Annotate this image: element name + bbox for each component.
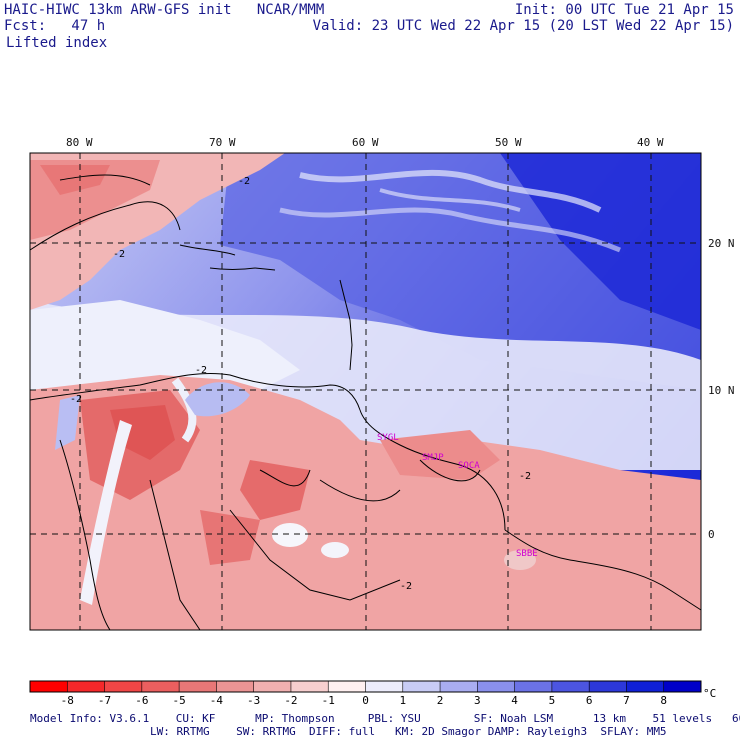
init-time: Init: 00 UTC Tue 21 Apr 15: [514, 2, 734, 18]
colorbar-tick-label: -7: [98, 694, 111, 707]
colorbar-swatch: [253, 681, 292, 692]
lon-label-50w: 50 W: [495, 136, 522, 149]
colorbar-swatch: [626, 681, 665, 692]
map-frame: [29, 152, 702, 631]
colorbar: -8 -7 -6 -5 -4 -3 -2 -1 0 1 2 3 4 5 6 7 8 °C: [29, 680, 716, 707]
colorbar-tick-label: -8: [61, 694, 74, 707]
colorbar-swatch: [141, 681, 180, 692]
model-info-line1: Model Info: V3.6.1 CU: KF MP: Thompson P…: [30, 712, 740, 725]
colorbar-tick-label: -5: [172, 694, 185, 707]
contour-labels: -2 -2 -2 -2 -2 -2: [70, 176, 531, 592]
colorbar-swatch: [589, 681, 627, 692]
colorbar-swatch: [402, 681, 441, 692]
colorbar-swatch: [67, 681, 106, 692]
colorbar-swatch: [216, 681, 255, 692]
colorbar-swatch: [440, 681, 478, 692]
station-label: SYGL: [377, 433, 399, 443]
colorbar-swatch: [514, 681, 553, 692]
colorbar-swatch: [551, 681, 590, 692]
contour-label: -2: [195, 365, 207, 376]
colorbar-tick-label: 3: [474, 694, 481, 707]
contour-label: -2: [400, 581, 412, 592]
colorbar-swatch: [663, 681, 702, 692]
colorbar-tick-label: 7: [623, 694, 630, 707]
lat-label-20n: 20 N: [708, 237, 735, 250]
colorbar-tick-label: 4: [511, 694, 518, 707]
valid-time: Valid: 23 UTC Wed 22 Apr 15 (20 LST Wed …: [312, 18, 734, 34]
lat-label-0: 0: [708, 528, 715, 541]
colorbar-tick-label: -4: [210, 694, 224, 707]
colorbar-swatch: [477, 681, 516, 692]
contour-label: -2: [70, 394, 82, 405]
colorbar-swatch: [179, 681, 217, 692]
colorbar-tick-label: 2: [437, 694, 444, 707]
contour-label: -2: [519, 471, 531, 482]
colorbar-swatch: [290, 681, 329, 692]
colorbar-tick-label: 8: [660, 694, 667, 707]
lat-lon-grid: [30, 153, 701, 630]
colorbar-swatch: [365, 681, 404, 692]
station-labels: SYGL SMJP SOCA SBBE: [377, 433, 538, 559]
colorbar-tick-label: 5: [549, 694, 556, 707]
model-info-line2: LW: RRTMG SW: RRTMG DIFF: full KM: 2D Sm…: [150, 725, 667, 738]
model-title: HAIC-HIWC 13km ARW-GFS init NCAR/MMM: [4, 2, 325, 18]
colorbar-swatch: [328, 681, 366, 692]
lon-label-40w: 40 W: [637, 136, 664, 149]
colorbar-tick-label: 1: [399, 694, 406, 707]
colorbar-tick-label: -2: [284, 694, 297, 707]
forecast-hour: Fcst: 47 h: [4, 18, 106, 34]
colorbar-swatch: [30, 681, 68, 692]
latitude-labels: 20 N 10 N 0: [708, 237, 735, 541]
colorbar-tick-label: -3: [247, 694, 260, 707]
lon-label-80w: 80 W: [66, 136, 93, 149]
colorbar-tick-label: 6: [586, 694, 593, 707]
contour-label: -2: [113, 249, 125, 260]
contour-label: -2: [238, 176, 250, 187]
colorbar-tick-label: -1: [322, 694, 335, 707]
colorbar-tick-label: -6: [135, 694, 148, 707]
lat-label-10n: 10 N: [708, 384, 735, 397]
colorbar-unit: °C: [703, 687, 716, 700]
station-label: SBBE: [516, 549, 538, 559]
station-label: SMJP: [422, 453, 444, 463]
lon-label-60w: 60 W: [352, 136, 379, 149]
colorbar-tick-label: 0: [362, 694, 369, 707]
lon-label-70w: 70 W: [209, 136, 236, 149]
longitude-labels: 80 W 70 W 60 W 50 W 40 W: [66, 136, 664, 149]
field-name: Lifted index: [6, 35, 108, 51]
station-label: SOCA: [458, 461, 480, 471]
colorbar-swatch: [104, 681, 143, 692]
